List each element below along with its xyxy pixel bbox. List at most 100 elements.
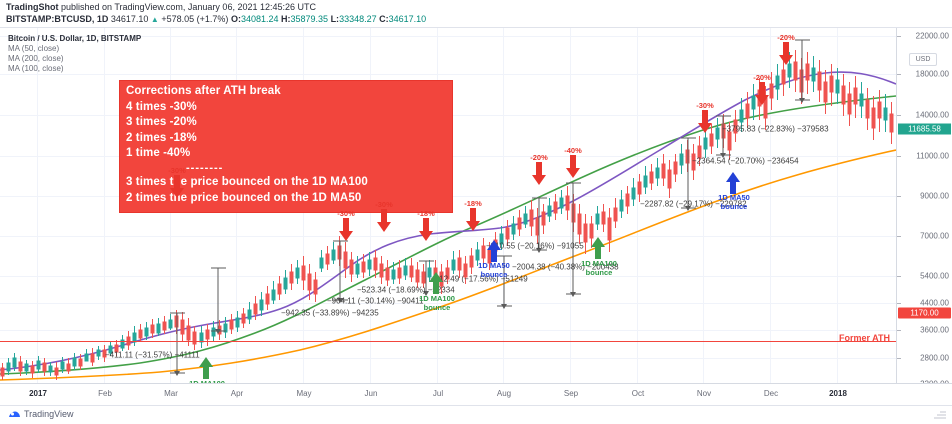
correction-note-5: −910.55 (−20.16%) −91055 [486, 241, 584, 251]
down-arrow-icon-1 [339, 218, 353, 241]
former-ath-line[interactable] [0, 341, 896, 342]
bounce-label-4-line1: 1D MA50 [718, 193, 750, 202]
correction-note-3: −523.34 (−18.69%) −52334 [357, 285, 455, 295]
time-tick-6: Jul [432, 389, 444, 398]
down-arrow-icon-7 [698, 110, 712, 133]
pct-tag-3: -18% [417, 209, 435, 218]
price-tick-4: 9000.00 [920, 191, 949, 201]
down-arrow-icon-5 [532, 162, 546, 185]
bounce-label-2-line1: 1D MA100 [581, 259, 617, 268]
price-tick-5: 7000.00 [920, 231, 949, 241]
low-label: L: [330, 14, 340, 24]
current-price-label: 11685.58 [898, 123, 951, 135]
correction-note-1: −942.35 (−33.89%) −94235 [281, 308, 379, 318]
chart-legend: Bitcoin / U.S. Dollar, 1D, BITSTAMP MA (… [8, 34, 141, 74]
pct-tag-6: -40% [564, 146, 582, 155]
open-value: 34081.24 [240, 14, 279, 24]
infobox-line-1: 4 times -30% [126, 100, 197, 113]
down-arrow-icon-4 [466, 208, 480, 231]
former-ath-label: Former ATH [838, 333, 890, 343]
ma-200-line [0, 149, 896, 381]
tradingview-brand[interactable]: TradingView [8, 409, 74, 419]
header-divider [0, 27, 952, 28]
resize-handle-icon[interactable] [934, 411, 946, 419]
time-tick-7: Aug [496, 389, 512, 398]
legend-ma-100: MA (100, close) [8, 64, 64, 73]
pct-tag-1: -30% [337, 209, 355, 218]
pct-tag-8: -20% [753, 73, 771, 82]
up-arrow-icon-ma50-1 [726, 172, 740, 194]
close-label: C: [379, 14, 389, 24]
former-ath-price-label: 1170.00 [898, 307, 951, 319]
pct-tag-2: -30% [375, 200, 393, 209]
price-tick-9: 2800.00 [920, 353, 949, 363]
up-arrow-icon-ma100-2 [591, 237, 605, 259]
time-tick-11: Dec [763, 389, 779, 398]
chart-pane[interactable]: Bitcoin / U.S. Dollar, 1D, BITSTAMP MA (… [0, 28, 896, 383]
currency-badge[interactable]: USD [909, 53, 937, 66]
time-tick-1: Feb [98, 389, 112, 398]
correction-note-6: −2004.38 (−40.38%) −200438 [512, 262, 619, 272]
bounce-label-2-line2: bounce [585, 267, 613, 277]
time-axis[interactable]: 2017 Feb Mar Apr May Jun Jul Aug Sep Oct… [0, 383, 952, 405]
chart-header: TradingShot published on TradingView.com… [0, 0, 952, 28]
infobox-bounce-line-0: 3 times the price bounced on the 1D MA10… [126, 175, 368, 188]
price-tick-3: 11000.00 [916, 151, 949, 161]
time-tick-5: Jun [364, 389, 378, 398]
publication-meta: published on TradingView.com, January 06… [58, 2, 316, 12]
bounce-label-0: 1D MA100 bounce [189, 379, 225, 383]
correction-note-0: −411.11 (−31.57%) −41111 [105, 350, 200, 360]
pct-tag-7: -30% [696, 101, 714, 110]
correction-note-2: −904.11 (−30.14%) −90411 [327, 296, 424, 306]
price-axis[interactable]: 22000.00 18000.00 14000.00 11000.00 9000… [896, 28, 952, 413]
time-tick-4: May [296, 389, 312, 398]
legend-title: Bitcoin / U.S. Dollar, 1D, BITSTAMP [8, 34, 142, 43]
correction-note-4: −512.49 (−17.56%) −51249 [430, 274, 528, 284]
high-value: 35879.35 [290, 14, 329, 24]
correction-note-9: −3795.83 (−22.83%) −379583 [722, 124, 829, 134]
bounce-label-1-line1: 1D MA100 [419, 294, 455, 303]
time-tick-10: Nov [696, 389, 712, 398]
infobox-line-3: 2 times -18% [126, 131, 197, 144]
up-arrow-icon-ma100-1 [429, 272, 443, 294]
infobox-line-4: 1 time -40% [126, 147, 191, 160]
chart-footer: TradingView [0, 405, 952, 424]
last-price: 34617.10 [110, 14, 149, 24]
up-arrow-icon-ma50-0 [487, 240, 501, 262]
pct-tag-9: -20% [777, 33, 795, 42]
bounce-label-3: 1D MA50 bounce [478, 261, 510, 279]
close-value: 34617.10 [388, 14, 427, 24]
price-tick-2: 14000.00 [915, 110, 949, 120]
bounce-label-4: 1D MA50 bounce [718, 193, 750, 211]
time-tick-3: Apr [230, 389, 244, 398]
quote-line: BITSTAMP:BTCUSD, 1D 34617.10 ▲ +578.05 (… [6, 14, 426, 24]
author-name: TradingShot [6, 2, 59, 12]
bounce-label-4-line2: bounce [720, 201, 748, 211]
price-tick-7: 4400.00 [920, 298, 949, 308]
publication-line: TradingShot published on TradingView.com… [6, 2, 316, 12]
price-tick-8: 3600.00 [920, 325, 949, 335]
time-tick-2: Mar [164, 389, 178, 398]
tradingview-logo-icon [9, 411, 20, 417]
time-tick-12: 2018 [829, 389, 847, 398]
pct-tag-0: -30% [168, 166, 186, 175]
pct-tag-5: -20% [530, 153, 548, 162]
price-tick-0: 22000.00 [915, 31, 949, 41]
time-tick-9: Oct [631, 389, 645, 398]
down-arrow-icon-0 [170, 175, 184, 198]
price-tick-6: 5400.00 [920, 271, 949, 281]
pct-tag-4: -18% [464, 199, 482, 208]
open-label: O: [230, 14, 241, 24]
legend-ma-200: MA (200, close) [8, 54, 64, 63]
legend-ma-50: MA (50, close) [8, 44, 60, 53]
correction-note-7: −2287.82 (−29.17%) −229782 [640, 199, 747, 209]
symbol-label: BITSTAMP:BTCUSD, 1D [6, 14, 109, 24]
down-arrow-icon-6 [566, 155, 580, 178]
bounce-label-3-line1: 1D MA50 [478, 261, 510, 270]
bounce-label-2: 1D MA100 bounce [581, 259, 617, 277]
bounce-label-0-line1: 1D MA100 [189, 379, 225, 383]
correction-note-8: −2364.54 (−20.70%) −236454 [692, 156, 799, 166]
tradingview-brand-label: TradingView [24, 409, 74, 419]
up-arrow-icon-ma100-0 [199, 357, 213, 379]
